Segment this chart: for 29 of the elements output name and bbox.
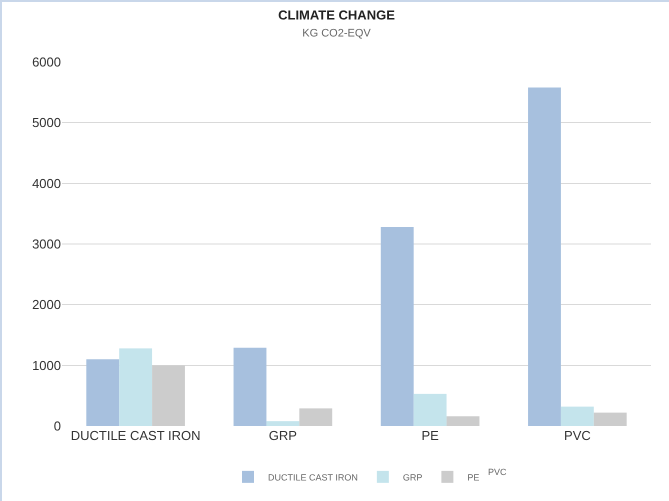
y-tick-label: 3000	[32, 236, 61, 252]
y-tick-label: 6000	[32, 54, 61, 70]
legend-label: PE	[467, 472, 480, 482]
bar	[266, 421, 300, 426]
y-tick-label: 2000	[32, 297, 61, 312]
bar	[414, 394, 447, 426]
bar	[119, 348, 152, 426]
bar	[560, 406, 594, 426]
bar	[152, 365, 185, 426]
legend-label: GRP	[402, 472, 422, 482]
text: PVC	[488, 467, 508, 477]
bar	[380, 227, 414, 426]
bar	[86, 359, 120, 426]
legend-label: DUCTILE CAST IRON	[268, 472, 358, 482]
y-tick-label: 5000	[32, 115, 61, 130]
x-tick-label: GRP	[268, 428, 297, 443]
chart-subtitle: KG CO2-EQV	[302, 27, 372, 40]
x-tick-label: PVC	[564, 428, 591, 443]
bar	[528, 87, 561, 426]
bar	[594, 412, 627, 426]
y-tick-label: 4000	[32, 176, 61, 191]
bar	[299, 408, 332, 426]
y-tick-label: 0	[54, 418, 61, 434]
bar	[446, 416, 480, 426]
x-tick-label: PE	[421, 428, 440, 443]
chart-title: CLIMATE CHANGE	[278, 8, 396, 23]
bar	[234, 348, 266, 426]
x-tick-label: DUCTILE CAST IRON	[70, 428, 201, 443]
y-tick-label: 1000	[32, 358, 61, 373]
